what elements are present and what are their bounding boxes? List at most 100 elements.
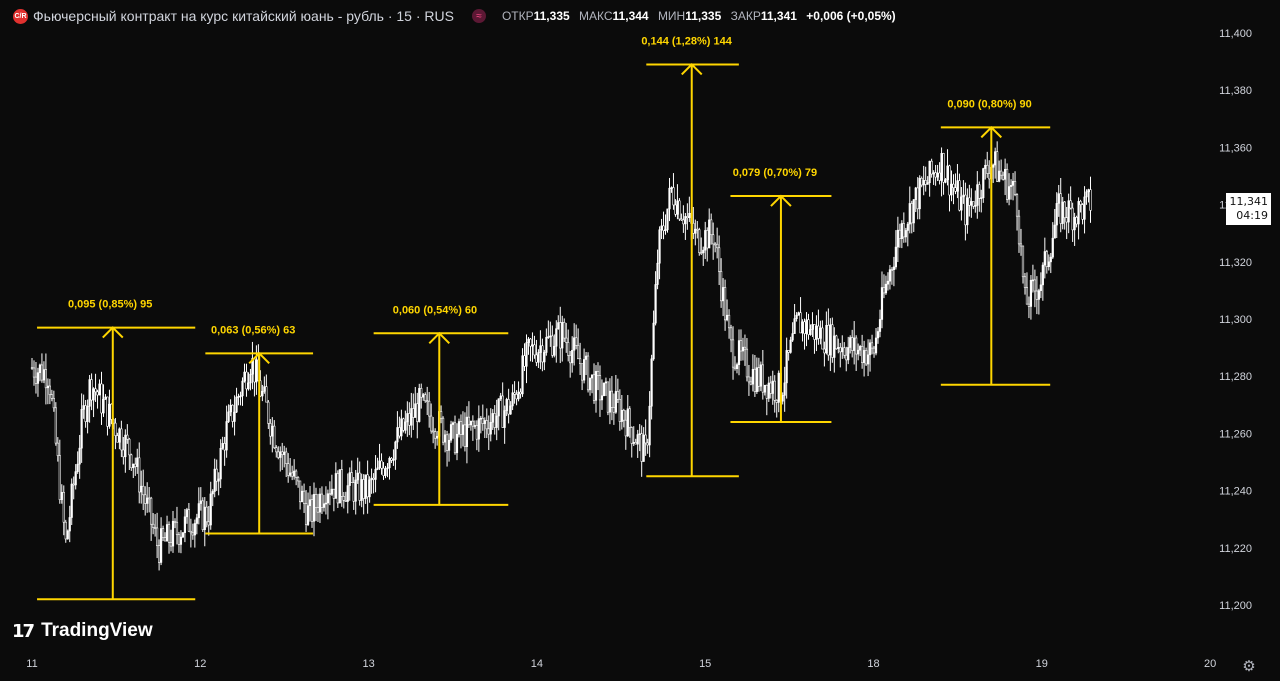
x-axis[interactable]: 11 12 13 14 15 18 19 20	[26, 658, 1216, 670]
candle-body	[350, 472, 353, 483]
candle-body	[577, 345, 580, 360]
price-range-annotation[interactable]: 0,063 (0,56%) 63	[205, 324, 314, 535]
candle-body	[471, 420, 474, 427]
candle-body	[219, 447, 222, 480]
gear-icon[interactable]: ⚙	[1242, 658, 1256, 675]
candle-body	[34, 376, 38, 384]
measurement-annotations[interactable]: 0,095 (0,85%) 95 0,063 (0,56%) 63 0,060 (0…	[37, 35, 1051, 601]
last-price-tag: 11,341 04:19	[1226, 193, 1271, 225]
candle-body	[326, 493, 330, 504]
candle-body	[904, 230, 907, 238]
ohlc-readout: ОТКР11,335 МАКС11,344 МИН11,335 ЗАКР11,3…	[502, 9, 896, 23]
candle-body	[158, 545, 161, 563]
candle-body	[658, 229, 661, 264]
candle-body	[531, 344, 534, 347]
candle-body	[845, 354, 848, 361]
candle-body	[553, 345, 556, 356]
symbol-badge[interactable]: C/R	[13, 8, 28, 24]
candle-body	[561, 322, 564, 349]
candle-body	[159, 528, 163, 563]
candle-body	[636, 434, 639, 445]
candle-body	[58, 455, 61, 500]
close-label: ЗАКР	[730, 9, 761, 23]
candle-body	[330, 488, 333, 495]
candle-body	[984, 164, 987, 169]
candle-body	[886, 280, 890, 285]
candle-body	[358, 472, 361, 501]
symbol-title[interactable]: Фьючерсный контракт на курс китайский юа…	[33, 8, 454, 24]
candle-body	[481, 417, 484, 424]
candle-body	[235, 396, 238, 413]
candle-body	[404, 421, 407, 431]
candle-body	[495, 415, 498, 428]
candle-body	[863, 350, 866, 363]
candle-body	[100, 383, 103, 414]
candle-body	[1047, 261, 1050, 267]
y-axis[interactable]: 11,200 11,220 11,240 11,260 11,280 11,300 11,3…	[1219, 28, 1252, 612]
candle-body	[517, 391, 520, 400]
candle-body	[455, 433, 459, 454]
candle-body	[777, 372, 780, 403]
candle-body	[1011, 181, 1015, 186]
candle-body	[400, 418, 403, 437]
candle-body	[479, 417, 482, 420]
candle-body	[181, 532, 185, 538]
candle-body	[598, 375, 602, 401]
candle-body	[579, 358, 582, 365]
candle-body	[108, 403, 111, 427]
candle-body	[966, 197, 969, 226]
candle-body	[183, 516, 187, 533]
candle-body	[960, 196, 963, 211]
candle-body	[304, 503, 308, 525]
candle-body	[277, 451, 280, 458]
candle-body	[283, 451, 286, 455]
price-range-annotation[interactable]: 0,144 (1,28%) 144	[641, 35, 739, 478]
candle-body	[795, 314, 798, 319]
candle-body	[177, 534, 181, 545]
x-tick-label: 20	[1204, 658, 1216, 670]
candle-body	[324, 502, 328, 505]
candle-body	[968, 197, 971, 206]
candle-body	[388, 457, 391, 469]
candle-body	[684, 216, 687, 225]
price-range-annotation[interactable]: 0,090 (0,80%) 90	[940, 98, 1051, 386]
candle-body	[859, 346, 862, 351]
price-range-annotation[interactable]: 0,095 (0,85%) 95	[37, 299, 196, 601]
tradingview-logo[interactable]: 17 TradingView	[12, 620, 153, 642]
candle-body	[962, 194, 965, 198]
candle-body	[1073, 217, 1076, 231]
candle-body	[384, 468, 387, 476]
candle-body	[503, 410, 506, 428]
price-range-annotation[interactable]: 0,060 (0,54%) 60	[373, 304, 509, 506]
candle-body	[1043, 251, 1046, 266]
candle-body	[201, 500, 204, 530]
candle-body	[533, 344, 536, 356]
candle-body	[428, 400, 431, 417]
candle-body	[80, 409, 83, 449]
candle-body	[189, 530, 192, 534]
open-label: ОТКР	[501, 9, 534, 23]
candle-body	[154, 527, 157, 529]
candle-body	[952, 183, 955, 188]
price-range-annotation[interactable]: 0,079 (0,70%) 79	[730, 167, 832, 423]
candle-body	[624, 419, 627, 437]
candle-body	[767, 382, 770, 399]
candle-body	[318, 493, 322, 513]
candle-body	[833, 335, 836, 358]
candle-body	[644, 434, 647, 444]
candle-body	[878, 319, 882, 332]
equals-icon[interactable]: ≈	[471, 9, 486, 23]
candle-body	[980, 197, 983, 199]
candle-body	[386, 467, 389, 470]
candle-body	[535, 354, 538, 363]
candle-body	[342, 496, 345, 501]
candle-body	[306, 505, 310, 525]
candle-body	[783, 382, 786, 396]
candle-body	[898, 229, 901, 239]
candle-body	[992, 164, 995, 168]
candle-body	[295, 470, 298, 478]
candle-body	[489, 422, 492, 435]
candle-body	[712, 234, 715, 245]
